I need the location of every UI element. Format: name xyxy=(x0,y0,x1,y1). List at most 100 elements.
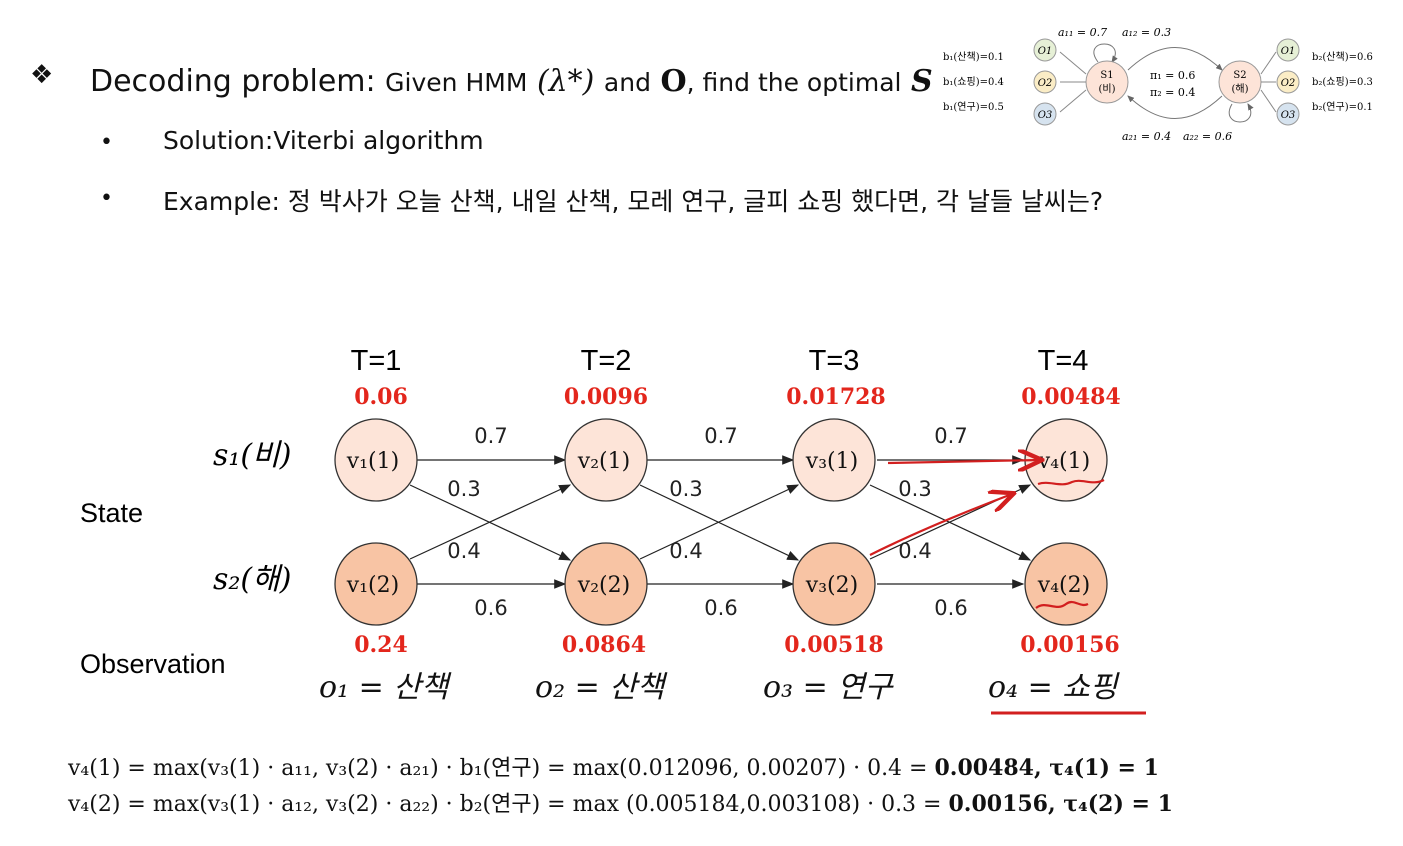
bottom-value-1: 0.24 xyxy=(354,632,408,658)
annotation-squiggle-v4-2 xyxy=(1035,600,1089,609)
observation-2: o₂ = 산책 xyxy=(535,670,668,705)
edge-label-3-a12: 0.3 xyxy=(898,477,931,501)
edge-1-21 xyxy=(409,484,572,560)
s1-label: s₁(비) xyxy=(213,438,291,473)
hmm-right-o3-label: O3 xyxy=(1281,110,1296,121)
hmm-a11-label: a₁₁ = 0.7 xyxy=(1058,26,1107,39)
formula-v4-2: v₄(2) = max(v₃(1) · a₁₂, v₃(2) · a₂₂) · … xyxy=(68,786,1173,818)
node-label-v4-2: v₄(2) xyxy=(1037,573,1090,598)
node-label-v1-2: v₁(2) xyxy=(346,573,399,598)
title-lambda: (λ*) xyxy=(536,64,595,99)
hmm-left-o3-label: O3 xyxy=(1038,110,1053,121)
hmm-right-o2-label: O2 xyxy=(1281,78,1296,89)
edge-label-1-a21: 0.4 xyxy=(447,539,480,563)
node-label-v4-1: v₄(1) xyxy=(1037,449,1090,474)
node-v1-1 xyxy=(334,418,418,502)
node-label-v2-2: v₂(2) xyxy=(577,573,630,598)
hmm-pi2: π₂ = 0.4 xyxy=(1150,86,1195,99)
bottom-value-2: 0.0864 xyxy=(562,632,646,658)
edge-label-2-a22: 0.6 xyxy=(704,596,737,620)
title-and: and xyxy=(603,68,651,97)
bottom-value-3: 0.00518 xyxy=(784,632,884,658)
time-label-4: T=4 xyxy=(1038,345,1089,377)
hmm-self-loop-s2 xyxy=(1228,103,1254,123)
hmm-link-l1 xyxy=(1059,51,1087,75)
time-label-1: T=1 xyxy=(351,345,402,377)
edge-label-1-a22: 0.6 xyxy=(474,596,507,620)
hmm-s2-label: S2 xyxy=(1233,70,1246,81)
bullet-dot-1: • xyxy=(100,130,113,155)
formula-1-result: 0.00484, τ₄(1) = 1 xyxy=(934,755,1159,781)
hmm-pi1: π₁ = 0.6 xyxy=(1150,69,1195,82)
hmm-b2-2: b₂(연구)=0.1 xyxy=(1312,101,1373,113)
edge-label-1-a12: 0.3 xyxy=(447,477,480,501)
slide-title: Decoding problem: Given HMM (λ*) and O, … xyxy=(90,64,933,99)
bullet-dot-2: • xyxy=(100,186,113,211)
edge-label-3-a22: 0.6 xyxy=(934,596,967,620)
hmm-left-o1-label: O1 xyxy=(1038,46,1053,57)
edge-label-3-a11: 0.7 xyxy=(934,424,967,448)
node-label-v3-2: v₃(2) xyxy=(805,573,858,598)
hmm-diagram: a₁₁ = 0.7 a₁₂ = 0.3 a₂₁ = 0.4 a₂₂ = 0.6 … xyxy=(943,26,1373,143)
hmm-b1-2: b₁(연구)=0.5 xyxy=(943,101,1004,113)
title-find: , find the optimal xyxy=(686,68,902,97)
node-v1-2 xyxy=(334,542,418,626)
hmm-b1-0: b₁(산책)=0.1 xyxy=(943,51,1004,63)
hmm-link-r3 xyxy=(1260,89,1277,113)
node-v3-2 xyxy=(792,542,876,626)
state-row-label: State xyxy=(80,498,143,528)
hmm-s1-sub: (비) xyxy=(1098,83,1115,95)
title-s: S xyxy=(911,64,933,99)
header-bullet-icon: ❖ xyxy=(30,60,54,90)
bullet-example: Example: 정 박사가 오늘 산책, 내일 산책, 모레 연구, 글피 쇼… xyxy=(163,187,1104,216)
node-label-v2-1: v₂(1) xyxy=(577,449,630,474)
observation-row-label: Observation xyxy=(80,649,226,679)
hmm-b1-1: b₁(쇼핑)=0.4 xyxy=(943,76,1004,88)
observation-4: o₄ = 쇼핑 xyxy=(988,670,1120,705)
hmm-b2-0: b₂(산책)=0.6 xyxy=(1312,51,1373,63)
edge-2-21 xyxy=(639,484,800,560)
hmm-link-l3 xyxy=(1059,89,1087,113)
edge-label-2-a21: 0.4 xyxy=(669,539,702,563)
edge-label-3-a21: 0.4 xyxy=(898,539,931,563)
annotation-squiggle-v4-1 xyxy=(1037,478,1105,486)
hmm-edge-s2-s1 xyxy=(1127,95,1223,119)
formula-2-lhs: v₄(2) = max(v₃(1) · a₁₂, v₃(2) · a₂₂) · … xyxy=(68,792,949,817)
hmm-self-loop-s1 xyxy=(1093,43,1118,63)
edge-label-2-a11: 0.7 xyxy=(704,424,737,448)
hmm-a22-label: a₂₂ = 0.6 xyxy=(1183,130,1232,143)
hmm-right-o2 xyxy=(1276,70,1300,94)
title-main: Decoding problem: xyxy=(90,64,376,99)
s2-label: s₂(해) xyxy=(213,562,291,597)
edge-label-1-a11: 0.7 xyxy=(474,424,507,448)
trellis: State Observation s₁(비) s₂(해) T=1 T=2 T=… xyxy=(80,345,1146,715)
top-value-1: 0.06 xyxy=(354,384,408,410)
hmm-s2-sub: (해) xyxy=(1231,82,1248,95)
node-v3-1 xyxy=(792,418,876,502)
observation-3: o₃ = 연구 xyxy=(763,670,894,705)
formula-v4-1: v₄(1) = max(v₃(1) · a₁₁, v₃(2) · a₂₁) · … xyxy=(68,750,1159,782)
time-label-3: T=3 xyxy=(809,345,860,377)
top-value-2: 0.0096 xyxy=(564,384,648,410)
formula-1-lhs: v₄(1) = max(v₃(1) · a₁₁, v₃(2) · a₂₁) · … xyxy=(68,756,935,781)
title-o: O xyxy=(660,64,687,99)
red-annotations xyxy=(869,460,1146,715)
title-given: Given HMM xyxy=(385,68,528,97)
top-value-4: 0.00484 xyxy=(1021,384,1121,410)
top-value-3: 0.01728 xyxy=(786,384,886,410)
hmm-right-o1 xyxy=(1276,38,1300,62)
node-v2-2 xyxy=(564,542,648,626)
hmm-left-o2 xyxy=(1033,70,1057,94)
hmm-right-o1-label: O1 xyxy=(1281,46,1296,57)
hmm-a12-label: a₁₂ = 0.3 xyxy=(1122,26,1171,39)
edge-label-2-a12: 0.3 xyxy=(669,477,702,501)
bullet-solution: Solution:Viterbi algorithm xyxy=(163,126,484,155)
bottom-value-4: 0.00156 xyxy=(1020,632,1120,658)
hmm-link-r1 xyxy=(1260,51,1277,75)
node-label-v1-1: v₁(1) xyxy=(346,449,399,474)
observation-1: o₁ = 산책 xyxy=(319,670,452,705)
hmm-a21-label: a₂₁ = 0.4 xyxy=(1122,130,1171,143)
hmm-left-o3 xyxy=(1033,102,1057,126)
hmm-right-o3 xyxy=(1276,102,1300,126)
